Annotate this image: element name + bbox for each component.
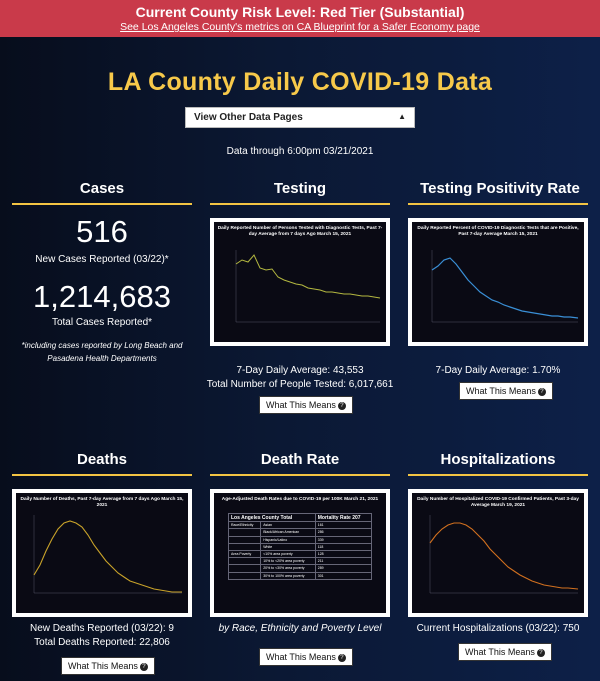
data-through-text: Data through 6:00pm 03/21/2021	[226, 146, 374, 157]
table-header-label: Los Angeles County Total	[228, 512, 316, 523]
testing-divider	[210, 203, 390, 205]
current-hospitalizations: Current Hospitalizations (03/22): 750	[416, 623, 580, 634]
testing-what-this-means-button[interactable]: What This Means?	[259, 396, 353, 414]
deaths-chart[interactable]: Daily Number of Deaths, Past 7-day Avera…	[12, 489, 192, 617]
hospitalizations-title: Hospitalizations	[440, 451, 556, 468]
deaths-divider	[12, 474, 192, 476]
death-rate-what-this-means-button[interactable]: What This Means?	[259, 648, 353, 666]
death-rate-table: Los Angeles County Total Mortality Rate …	[227, 512, 373, 580]
testing-chart-plot	[235, 250, 381, 323]
table-row: Race/Ethnicity Asian 161	[227, 521, 373, 530]
death-rate-divider	[210, 474, 390, 476]
hospitalizations-button-label: What This Means	[465, 647, 535, 657]
table-row: Hispanic/Latino 339	[227, 535, 373, 544]
testing-total: Total Number of People Tested: 6,017,661	[206, 379, 394, 390]
death-rate-caption: by Race, Ethnicity and Poverty Level	[218, 623, 382, 634]
table-row: 20% to <30% area poverty 289	[227, 564, 373, 573]
positivity-chart-plot	[431, 250, 579, 323]
death-rate-chart[interactable]: Age-Adjusted Death Rates due to COVID-19…	[210, 489, 390, 617]
total-deaths: Total Deaths Reported: 22,806	[34, 637, 170, 648]
death-rate-chart-title: Age-Adjusted Death Rates due to COVID-19…	[221, 497, 379, 502]
table-row: Area Poverty <10% area poverty 128	[227, 549, 373, 559]
testing-title: Testing	[273, 180, 327, 197]
new-cases-value: 516	[76, 214, 128, 249]
table-header-rate: Mortality Rate 207	[314, 512, 373, 523]
total-cases-value: 1,214,683	[33, 279, 171, 314]
deaths-title: Deaths	[76, 451, 128, 468]
risk-banner: Current County Risk Level: Red Tier (Sub…	[0, 0, 600, 37]
deaths-what-this-means-button[interactable]: What This Means?	[61, 657, 155, 675]
positivity-chart-title: Daily Reported Percent of COVID-19 Diagn…	[417, 226, 579, 237]
table-row: Black/African American 286	[227, 528, 373, 537]
blueprint-link[interactable]: See Los Angeles County's metrics on CA B…	[120, 21, 480, 33]
cases-divider	[12, 203, 192, 205]
updown-arrow-icon: ▲	[398, 112, 406, 121]
question-circle-icon: ?	[337, 653, 346, 662]
positivity-what-this-means-button[interactable]: What This Means?	[459, 382, 553, 400]
data-pages-select[interactable]: View Other Data Pages ▲	[185, 107, 415, 128]
hospitalizations-divider	[408, 474, 588, 476]
question-circle-icon: ?	[337, 401, 346, 410]
positivity-divider	[408, 203, 588, 205]
positivity-button-label: What This Means	[466, 386, 536, 396]
hospitalizations-what-this-means-button[interactable]: What This Means?	[458, 643, 552, 661]
question-circle-icon: ?	[139, 662, 148, 671]
death-rate-title: Death Rate	[260, 451, 340, 468]
risk-level-title: Current County Risk Level: Red Tier (Sub…	[135, 4, 465, 20]
select-label: View Other Data Pages	[194, 112, 303, 123]
table-row: White 118	[227, 542, 373, 551]
testing-button-label: What This Means	[266, 400, 336, 410]
death-rate-header-row: Los Angeles County Total Mortality Rate …	[228, 512, 373, 523]
testing-average: 7-Day Daily Average: 43,553	[236, 365, 364, 376]
positivity-chart[interactable]: Daily Reported Percent of COVID-19 Diagn…	[408, 218, 588, 346]
page-title: LA County Daily COVID-19 Data	[107, 68, 493, 96]
death-rate-button-label: What This Means	[266, 652, 336, 662]
testing-chart-title: Daily Reported Number of Persons Tested …	[217, 226, 383, 237]
positivity-average: 7-Day Daily Average: 1.70%	[435, 365, 561, 376]
question-circle-icon: ?	[536, 648, 545, 657]
deaths-chart-plot	[33, 515, 182, 594]
testing-chart[interactable]: Daily Reported Number of Persons Tested …	[210, 218, 390, 346]
question-circle-icon: ?	[537, 387, 546, 396]
hospitalizations-chart-title: Daily Number of Hospitalized COVID-19 Co…	[417, 497, 579, 508]
table-row: 10% to <20% area poverty 211	[227, 557, 373, 566]
positivity-title: Testing Positivity Rate	[420, 180, 580, 197]
cases-footnote: *including cases reported by Long Beach …	[21, 341, 183, 363]
new-cases-label: New Cases Reported (03/22)*	[35, 254, 169, 265]
total-cases-label: Total Cases Reported*	[51, 317, 153, 328]
hospitalizations-chart[interactable]: Daily Number of Hospitalized COVID-19 Co…	[408, 489, 588, 617]
deaths-chart-title: Daily Number of Deaths, Past 7-day Avera…	[20, 497, 184, 508]
deaths-button-label: What This Means	[68, 661, 138, 671]
new-deaths: New Deaths Reported (03/22): 9	[30, 623, 174, 634]
hospitalizations-chart-plot	[429, 515, 579, 594]
table-row: 30% to 100% area poverty 301	[227, 571, 373, 580]
cases-title: Cases	[79, 180, 125, 197]
